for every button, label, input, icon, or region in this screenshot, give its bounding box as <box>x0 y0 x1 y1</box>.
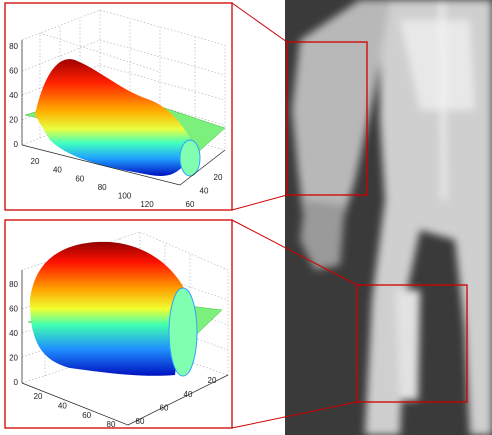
x-tick-label: 40 <box>58 401 67 410</box>
y-tick-label: 40 <box>200 187 209 196</box>
y-tick-label: 20 <box>214 173 223 182</box>
x-tick-label: 80 <box>98 183 107 192</box>
z-tick-label: 80 <box>9 280 18 289</box>
x-tick-label: 80 <box>107 420 116 429</box>
surface <box>30 242 185 376</box>
surface-end <box>180 140 200 176</box>
body-image <box>285 0 492 435</box>
x-tick-label: 40 <box>53 166 62 175</box>
x-tick-label: 20 <box>31 157 40 166</box>
z-tick-label: 40 <box>9 329 18 338</box>
x-tick-label: 120 <box>140 200 154 209</box>
bottom-plot: 0 20 40 60 80 20 40 60 80 20 40 60 80 <box>5 220 232 429</box>
z-tick-label: 0 <box>14 378 19 387</box>
y-tick-label: 40 <box>184 390 193 399</box>
connector <box>232 3 287 42</box>
connector <box>232 195 287 210</box>
z-tick-label: 80 <box>9 42 18 51</box>
figure: 0 20 40 60 80 20 40 60 80 100 120 20 40 60 0 20 40 60 80 2… <box>0 0 492 435</box>
z-tick-label: 20 <box>9 116 18 125</box>
z-tick-label: 0 <box>14 140 19 149</box>
x-tick-label: 100 <box>118 192 132 201</box>
x-tick-label: 60 <box>75 174 84 183</box>
top-plot: 0 20 40 60 80 20 40 60 80 100 120 20 40 60 <box>5 3 232 210</box>
z-tick-label: 40 <box>9 91 18 100</box>
z-tick-label: 20 <box>9 354 18 363</box>
x-tick-label: 20 <box>34 392 43 401</box>
y-tick-label: 60 <box>186 200 195 209</box>
y-tick-label: 80 <box>136 417 145 426</box>
y-tick-label: 20 <box>208 376 217 385</box>
y-tick-label: 60 <box>160 403 169 412</box>
x-tick-label: 60 <box>82 411 91 420</box>
z-tick-label: 60 <box>9 67 18 76</box>
z-tick-label: 60 <box>9 305 18 314</box>
surface-end <box>169 288 197 376</box>
